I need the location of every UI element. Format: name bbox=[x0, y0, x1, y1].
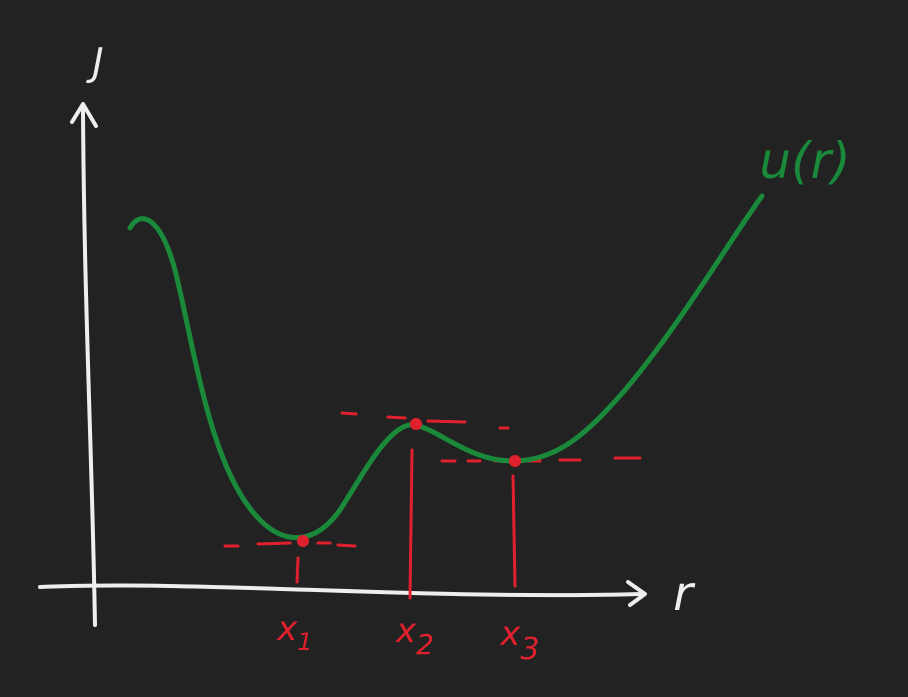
point bbox=[297, 535, 309, 547]
drop-line bbox=[511, 474, 517, 588]
y-axis bbox=[81, 106, 97, 627]
point-subscript: 2 bbox=[416, 628, 434, 661]
curve bbox=[127, 193, 765, 541]
point-label: x3 bbox=[499, 614, 539, 667]
point-label: x2 bbox=[395, 611, 434, 661]
y-arrowhead bbox=[70, 102, 98, 128]
drop-line bbox=[295, 556, 300, 584]
point-letter: x bbox=[276, 609, 298, 649]
point-letter: x bbox=[395, 611, 417, 651]
point bbox=[410, 418, 422, 430]
drop-line bbox=[408, 448, 414, 600]
axes bbox=[38, 102, 647, 627]
point-subscript: 1 bbox=[297, 628, 312, 656]
point-subscript: 3 bbox=[521, 632, 540, 667]
point-label: x1 bbox=[276, 609, 312, 656]
point-letter: x bbox=[499, 614, 521, 654]
tangent-dashes bbox=[340, 411, 510, 430]
point bbox=[509, 455, 521, 467]
tangent-dashes bbox=[223, 541, 357, 548]
curve-label: u(r) bbox=[759, 132, 850, 190]
x-arrowhead bbox=[626, 580, 647, 607]
x-axis-label: r bbox=[673, 566, 696, 622]
x-axis bbox=[38, 583, 642, 598]
